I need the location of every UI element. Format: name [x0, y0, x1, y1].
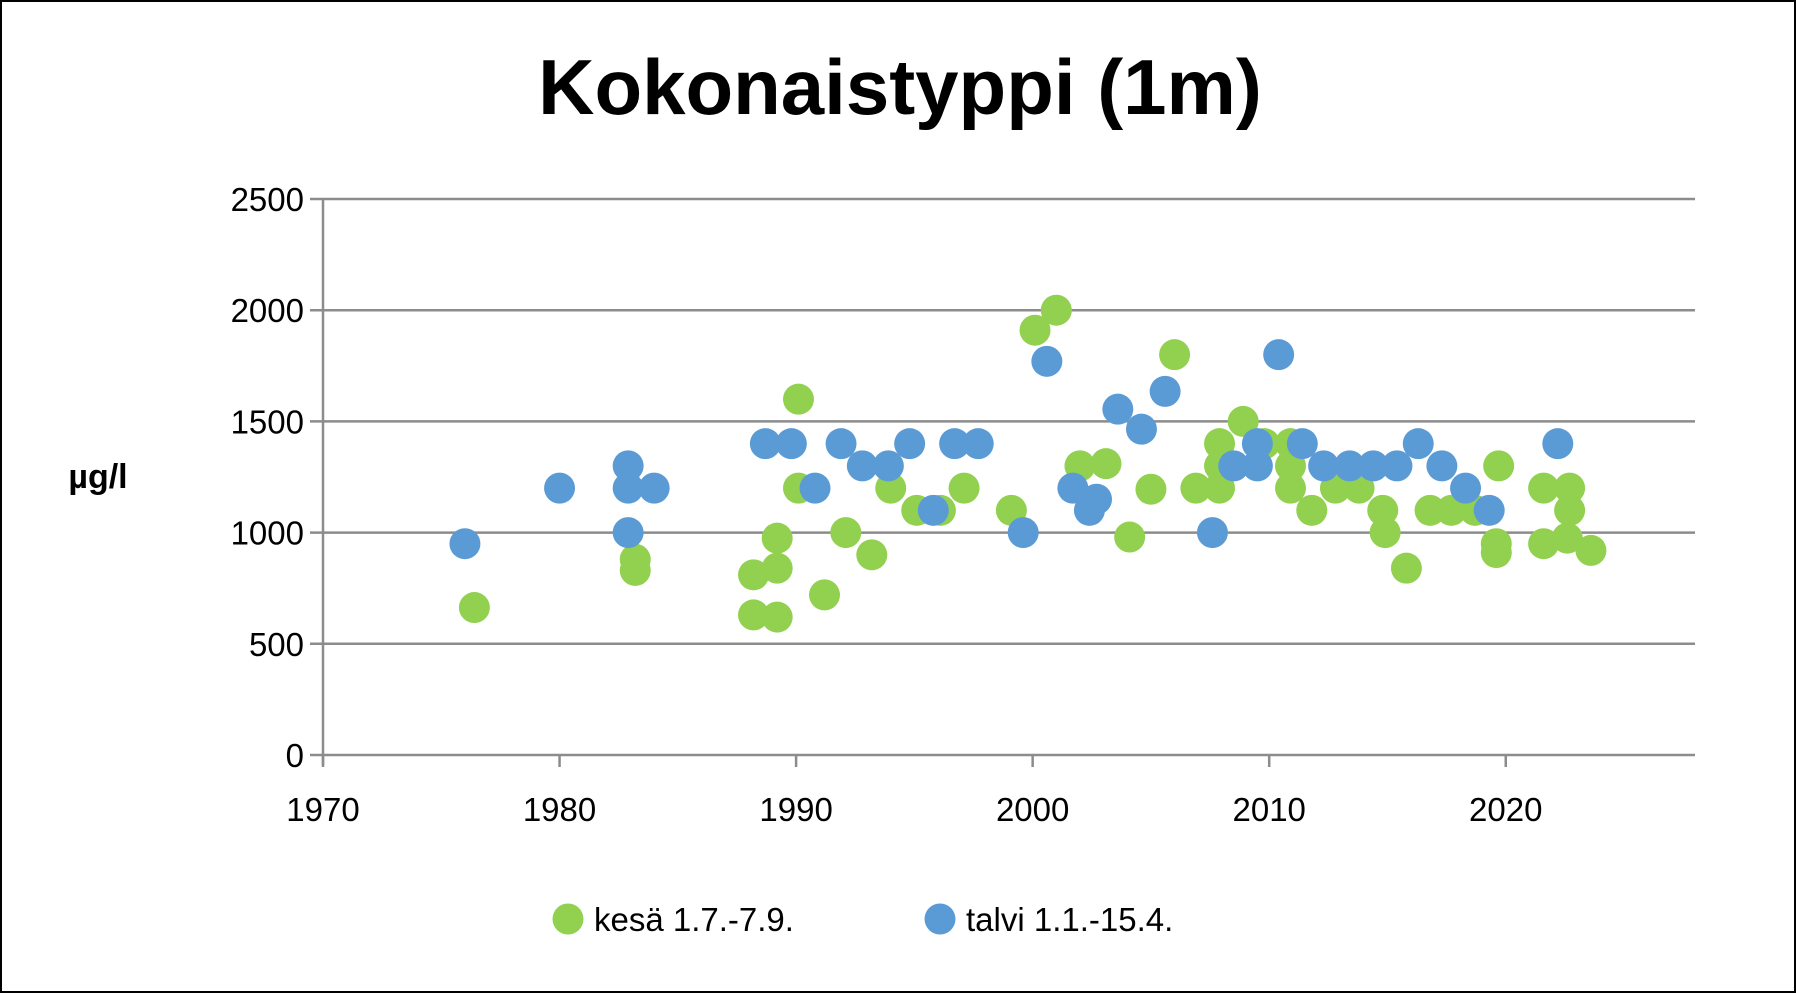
data-point — [1483, 450, 1515, 482]
data-point — [1114, 521, 1146, 553]
data-point — [761, 522, 793, 554]
data-point — [612, 517, 644, 549]
data-point — [1402, 428, 1434, 460]
data-point — [799, 472, 831, 504]
data-point — [1554, 494, 1586, 526]
data-point — [458, 592, 490, 624]
data-point — [825, 428, 857, 460]
data-point — [894, 428, 926, 460]
data-point — [1554, 472, 1586, 504]
data-point — [1542, 428, 1574, 460]
data-point — [761, 552, 793, 584]
x-tick-label: 2010 — [1232, 791, 1305, 828]
series-talvi — [449, 339, 1574, 560]
y-tick-label: 1500 — [231, 403, 304, 440]
y-tick-label: 2000 — [231, 292, 304, 329]
data-point — [948, 472, 980, 504]
data-point — [1204, 428, 1236, 460]
data-point — [1040, 294, 1072, 326]
x-tick-label: 1970 — [286, 791, 359, 828]
data-point — [1296, 494, 1328, 526]
data-point — [1450, 472, 1482, 504]
data-point — [1480, 537, 1512, 569]
data-point — [738, 599, 770, 631]
data-point — [619, 554, 651, 586]
legend-label: kesä 1.7.-7.9. — [594, 901, 794, 938]
legend-label: talvi 1.1.-15.4. — [966, 901, 1173, 938]
data-point — [1274, 472, 1306, 504]
data-point — [1196, 517, 1228, 549]
x-tick-label: 1980 — [523, 791, 596, 828]
data-point — [1334, 450, 1366, 482]
legend-marker — [552, 903, 584, 935]
data-point — [962, 428, 994, 460]
y-tick-label: 2500 — [231, 181, 304, 218]
data-point — [1241, 428, 1273, 460]
data-point — [1227, 405, 1259, 437]
data-point — [1241, 450, 1273, 482]
data-point — [775, 428, 807, 460]
data-point — [1007, 517, 1039, 549]
data-point — [808, 579, 840, 611]
data-point — [1090, 448, 1122, 480]
data-point — [1390, 552, 1422, 584]
data-point — [1102, 393, 1134, 425]
data-point — [612, 450, 644, 482]
data-point — [1135, 473, 1167, 505]
y-tick-label: 500 — [249, 626, 304, 663]
data-point — [1149, 375, 1181, 407]
data-point — [1528, 528, 1560, 560]
y-axis-label: µg/l — [68, 458, 127, 496]
data-point — [1426, 450, 1458, 482]
data-point — [544, 472, 576, 504]
data-point — [1308, 450, 1340, 482]
y-tick-label: 1000 — [231, 515, 304, 552]
x-tick-label: 2000 — [996, 791, 1069, 828]
data-point — [1125, 413, 1157, 445]
data-point — [1159, 339, 1191, 371]
data-point — [1414, 494, 1446, 526]
chart-title: Kokonaistyppi (1m) — [538, 43, 1262, 131]
data-point — [1357, 450, 1389, 482]
data-point — [1381, 450, 1413, 482]
data-point — [1031, 345, 1063, 377]
data-point — [782, 383, 814, 415]
data-point — [1180, 472, 1212, 504]
data-point — [872, 450, 904, 482]
x-tick-label: 2020 — [1469, 791, 1542, 828]
data-point — [1263, 339, 1295, 371]
data-point — [1575, 534, 1607, 566]
data-point — [1019, 314, 1051, 346]
data-point — [638, 472, 670, 504]
data-point — [856, 539, 888, 571]
data-point — [738, 559, 770, 591]
data-point — [1057, 472, 1089, 504]
x-tick-label: 1990 — [759, 791, 832, 828]
data-point — [761, 601, 793, 633]
data-point — [449, 528, 481, 560]
data-point — [1435, 494, 1467, 526]
data-point — [1369, 517, 1401, 549]
legend-marker — [924, 903, 956, 935]
y-tick-label: 0 — [286, 737, 304, 774]
data-point — [1073, 494, 1105, 526]
data-point — [1528, 472, 1560, 504]
data-point — [917, 494, 949, 526]
data-point — [1218, 450, 1250, 482]
data-point — [830, 517, 862, 549]
data-point — [939, 428, 971, 460]
data-point — [1551, 522, 1583, 554]
data-point — [846, 450, 878, 482]
data-point — [1286, 428, 1318, 460]
data-point — [612, 472, 644, 504]
data-point — [1473, 494, 1505, 526]
data-point — [1204, 472, 1236, 504]
data-point — [749, 428, 781, 460]
